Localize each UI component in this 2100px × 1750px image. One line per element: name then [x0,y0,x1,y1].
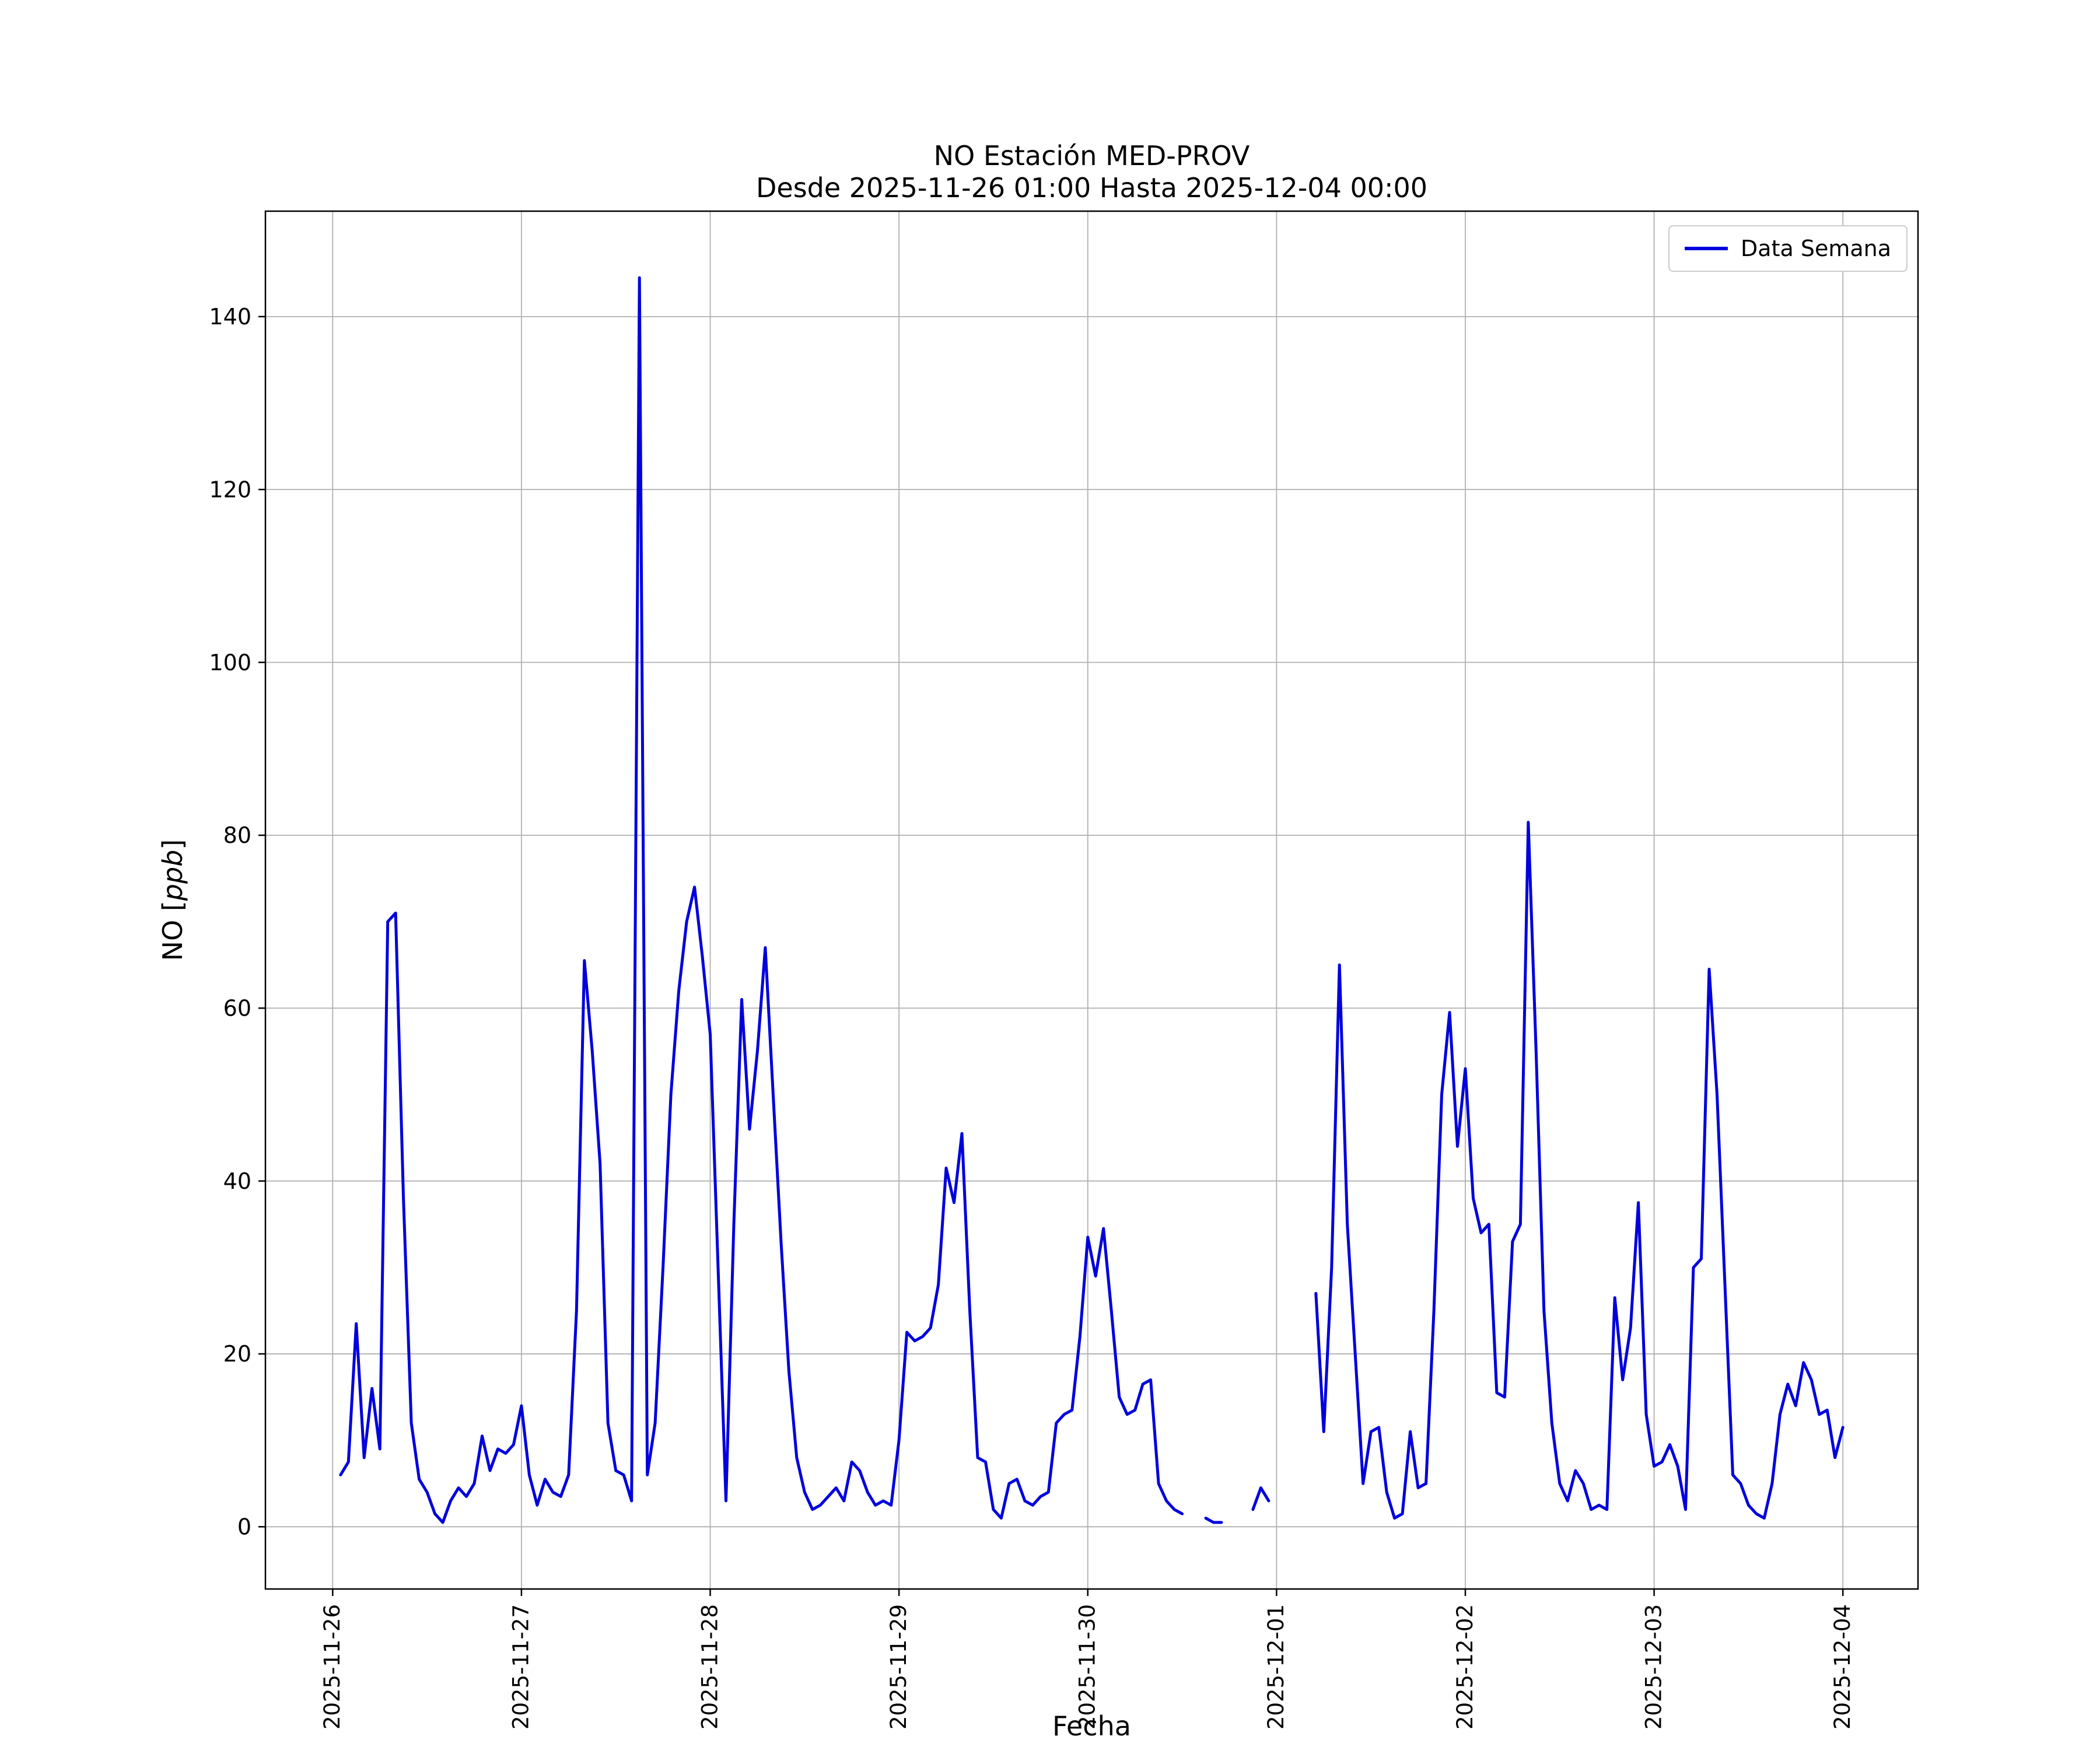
y-tick-label: 40 [223,1168,251,1194]
legend: Data Semana [1668,225,1908,272]
x-axis-label: Fecha [1052,1710,1131,1742]
y-axis-label: NO [ppb] [157,839,188,961]
chart-title-line2: Desde 2025-11-26 01:00 Hasta 2025-12-04 … [755,172,1428,204]
plot-border [264,210,1919,1590]
x-tick-label: 2025-12-03 [1641,1604,1666,1730]
x-tick-label: 2025-12-02 [1452,1604,1478,1730]
y-tick-label: 80 [223,822,251,848]
x-tick-label: 2025-11-29 [886,1604,911,1730]
x-tick-label: 2025-11-27 [509,1604,534,1730]
x-tick-label: 2025-11-30 [1075,1604,1100,1730]
y-tick-label: 120 [209,477,251,502]
legend-line-swatch [1685,247,1728,250]
data-line-semana [339,276,1845,1524]
y-tick-label: 60 [223,996,251,1021]
chart-title: NO Estación MED-PROV Desde 2025-11-26 01… [265,140,1918,204]
y-tick-label: 0 [237,1514,251,1540]
y-tick-label: 140 [209,304,251,330]
legend-label: Data Semana [1741,236,1891,261]
chart-title-line1: NO Estación MED-PROV [933,140,1250,172]
x-tick-label: 2025-11-26 [320,1604,345,1730]
x-tick-label: 2025-12-01 [1264,1604,1289,1730]
y-tick-label: 20 [223,1341,251,1367]
x-tick-label: 2025-11-28 [697,1604,722,1730]
x-tick-label: 2025-12-04 [1830,1604,1855,1730]
y-tick-label: 100 [209,650,251,676]
